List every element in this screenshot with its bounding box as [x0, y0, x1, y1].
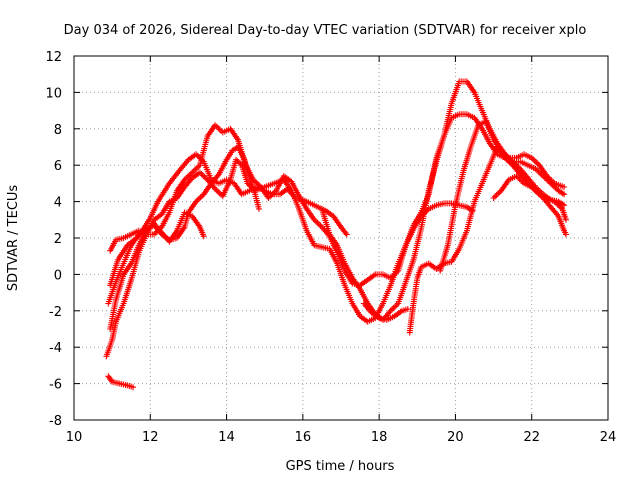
- x-tick-label: 22: [523, 430, 540, 445]
- y-tick-label: -2: [49, 305, 62, 320]
- plus-markers: [103, 156, 476, 360]
- y-tick-label: -4: [49, 341, 62, 356]
- chart-title: Day 034 of 2026, Sidereal Day-to-day VTE…: [64, 23, 587, 38]
- x-tick-label: 10: [66, 430, 83, 445]
- y-tick-label: 6: [54, 159, 62, 174]
- x-tick-label: 18: [371, 430, 388, 445]
- x-tick-label: 12: [142, 430, 159, 445]
- x-tick-label: 14: [218, 430, 235, 445]
- x-tick-label: 20: [447, 430, 464, 445]
- y-tick-label: 12: [45, 50, 62, 65]
- y-tick-label: 8: [54, 123, 62, 138]
- y-tick-label: 0: [54, 268, 62, 283]
- y-tick-label: -8: [49, 414, 62, 429]
- plus-markers: [490, 173, 569, 223]
- plus-markers: [105, 373, 137, 391]
- y-tick-label: 4: [54, 196, 62, 211]
- grid-lines: [74, 56, 608, 420]
- series-track-11: [490, 173, 569, 223]
- series-track-1: [105, 373, 137, 391]
- series-track-5: [107, 151, 350, 289]
- plus-markers: [437, 118, 568, 274]
- series-track-10: [437, 118, 568, 274]
- y-axis-label: SDTVAR / TECUs: [6, 185, 21, 292]
- x-axis-label: GPS time / hours: [286, 459, 395, 474]
- x-tick-label: 16: [295, 430, 312, 445]
- x-tick-label: 24: [600, 430, 617, 445]
- series-track-8: [360, 300, 411, 323]
- data-series: [103, 78, 569, 391]
- plus-markers: [360, 300, 411, 323]
- y-tick-label: 2: [54, 232, 62, 247]
- y-tick-label: 10: [45, 86, 62, 101]
- y-tick-label: -6: [49, 378, 62, 393]
